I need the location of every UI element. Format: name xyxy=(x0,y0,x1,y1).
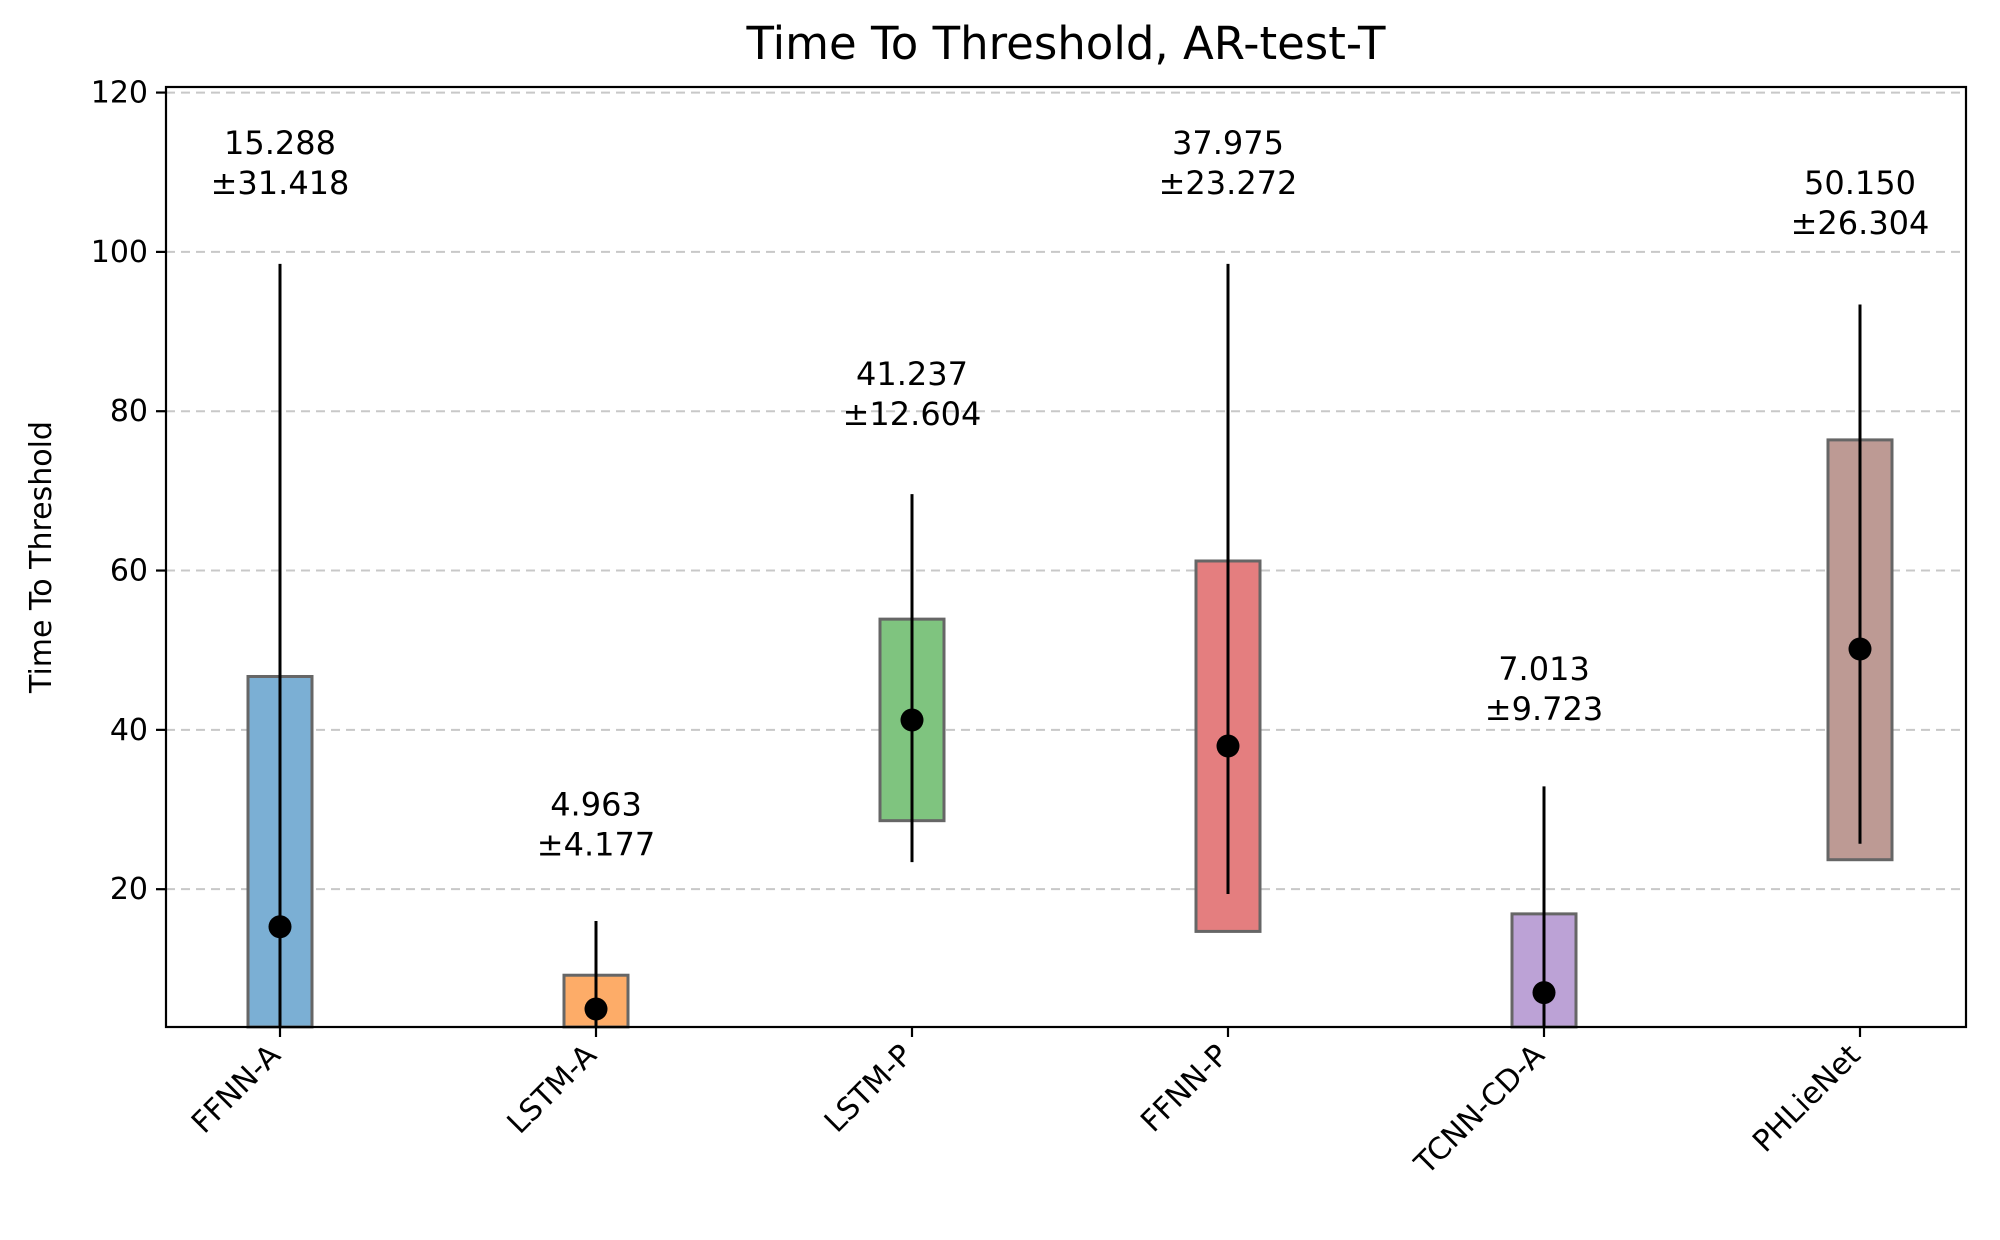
mean-point-phlienet xyxy=(1848,637,1872,661)
chart-title: Time To Threshold, AR-test-T xyxy=(746,17,1386,70)
x-axis: FFNN-A LSTM-A LSTM-P FFNN-P TCNN-CD-A PHLieNe… xyxy=(185,1027,1868,1182)
y-axis: 20 40 60 80 100 120 xyxy=(91,76,166,907)
data-label-mean-phlienet: 50.150 xyxy=(1804,164,1916,202)
data-labels: 15.288±31.418 4.963±4.177 41.237±12.604 37.… xyxy=(211,124,1930,863)
data-label-mean-ffnn-p: 37.975 xyxy=(1172,124,1284,162)
data-label-std-ffnn-a: ±31.418 xyxy=(211,164,350,202)
x-tick-label-ffnn-a: FFNN-A xyxy=(185,1038,288,1141)
data-label-mean-lstm-a: 4.963 xyxy=(550,785,642,823)
y-tick-label-80: 80 xyxy=(110,394,148,429)
y-tick-label-20: 20 xyxy=(110,872,148,907)
y-tick-label-100: 100 xyxy=(91,235,148,270)
data-label-mean-lstm-p: 41.237 xyxy=(856,355,968,393)
x-tick-label-lstm-a: LSTM-A xyxy=(501,1038,604,1141)
error-bars xyxy=(278,263,1862,1027)
data-label-std-ffnn-p: ±23.272 xyxy=(1159,164,1298,202)
bars xyxy=(246,438,1894,1029)
data-label-std-lstm-p: ±12.604 xyxy=(843,395,982,433)
mean-point-lstm-a xyxy=(584,997,608,1021)
mean-point-lstm-p xyxy=(900,708,924,732)
mean-point-ffnn-a xyxy=(268,915,292,939)
x-tick-label-ffnn-p: FFNN-P xyxy=(1134,1038,1235,1139)
y-tick-label-60: 60 xyxy=(110,554,148,589)
y-tick-label-120: 120 xyxy=(91,76,148,111)
y-axis-label: Time To Threshold xyxy=(24,421,59,694)
mean-point-tcnn-cd-a xyxy=(1532,981,1556,1005)
data-label-std-tcnn-cd-a: ±9.723 xyxy=(1485,690,1603,728)
plot-frame xyxy=(164,85,1968,1029)
data-label-std-lstm-a: ±4.177 xyxy=(537,825,655,863)
data-label-mean-tcnn-cd-a: 7.013 xyxy=(1498,650,1590,688)
mean-points xyxy=(268,637,1872,1021)
x-tick-label-tcnn-cd-a: TCNN-CD-A xyxy=(1407,1038,1552,1183)
x-tick-label-phlienet: PHLieNet xyxy=(1746,1038,1868,1160)
y-tick-label-40: 40 xyxy=(110,713,148,748)
data-label-mean-ffnn-a: 15.288 xyxy=(224,124,336,162)
grid-lines xyxy=(166,91,1966,891)
mean-point-ffnn-p xyxy=(1216,734,1240,758)
data-label-std-phlienet: ±26.304 xyxy=(1791,204,1930,242)
x-tick-label-lstm-p: LSTM-P xyxy=(818,1038,920,1140)
